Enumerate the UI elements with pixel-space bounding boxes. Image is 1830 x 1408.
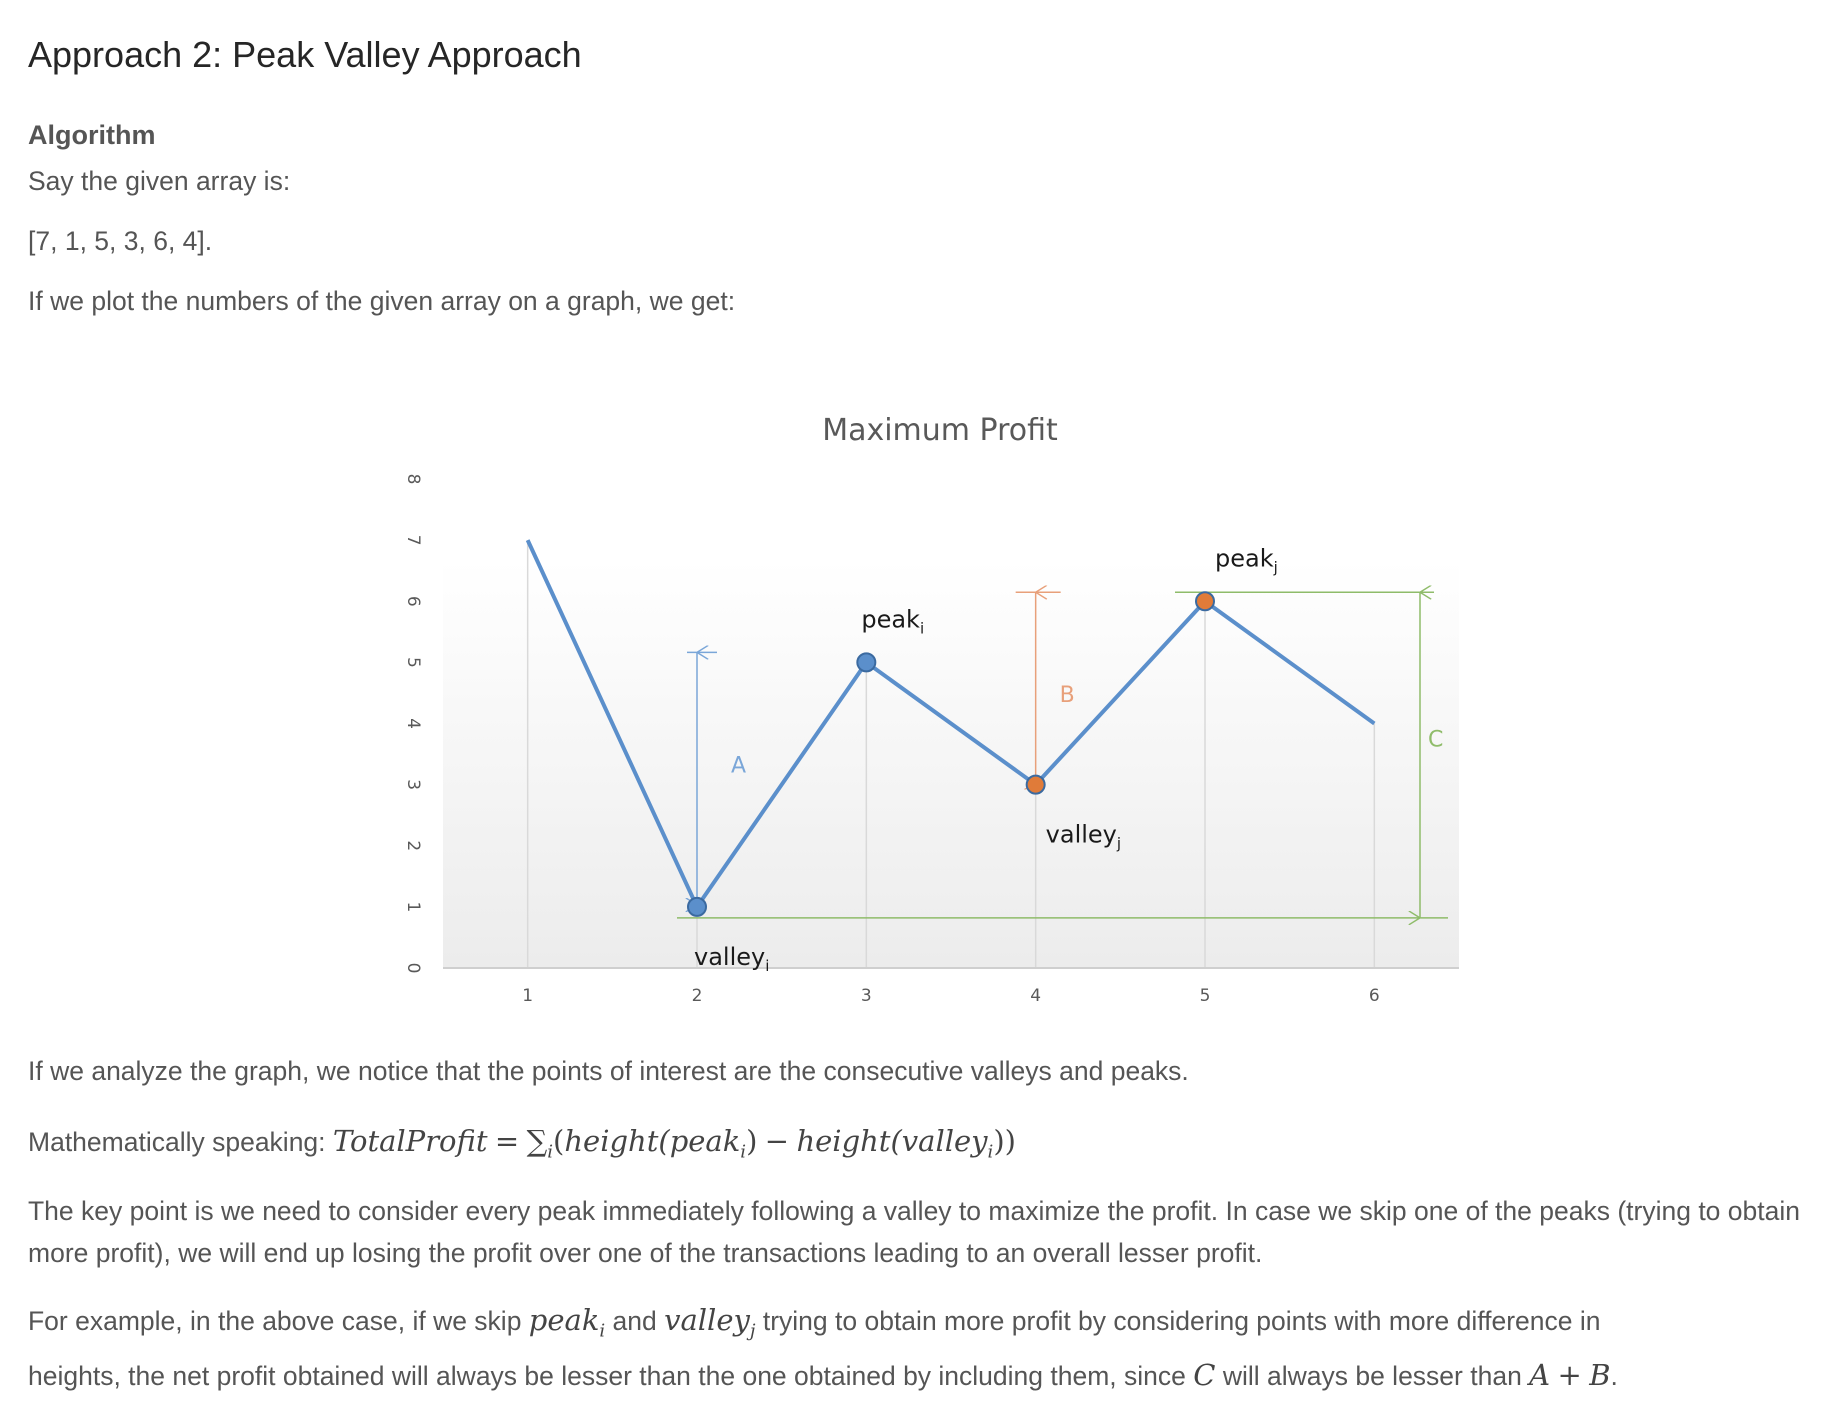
y-tick-label: 1: [403, 901, 423, 912]
y-tick-label: 8: [403, 474, 423, 485]
annotations: A B C: [677, 592, 1448, 918]
y-tick-label: 2: [403, 840, 423, 851]
x-tick-label: 5: [1200, 986, 1211, 1006]
x-tick-label: 3: [861, 986, 872, 1006]
paragraph-plot: If we plot the numbers of the given arra…: [28, 286, 736, 316]
marker-label-text: peak: [1215, 544, 1274, 572]
marker-label-sub: j: [1273, 558, 1278, 576]
marker-label-text: peak: [861, 605, 920, 633]
marker-valley-i: [687, 896, 707, 917]
series-polyline: [525, 539, 1376, 909]
marker-label-sub: i: [765, 957, 769, 975]
marker-valley-j: [1025, 774, 1046, 795]
y-tick-label: 6: [403, 596, 423, 607]
a-label: A: [731, 753, 746, 778]
marker-label-sub: i: [920, 619, 924, 637]
marker-label-text: valley: [694, 943, 765, 971]
page-title: Approach 2: Peak Valley Approach: [28, 34, 582, 75]
section-heading: Algorithm: [28, 120, 156, 150]
ticks: 1 2 3 4 5 6 0 1 2 3 4 5 6 7 8: [403, 474, 1380, 1006]
marker-label-text: valley: [1046, 821, 1117, 849]
y-tick-label: 0: [403, 963, 423, 974]
marker-peak-i: [856, 652, 877, 673]
paragraph-intro: Say the given array is:: [28, 166, 291, 196]
c-label: C: [1428, 728, 1443, 753]
x-tick-label: 6: [1369, 986, 1380, 1006]
y-tick-label: 7: [403, 535, 423, 546]
gridlines: [443, 540, 1459, 969]
marker-label-peak-i: peaki: [861, 605, 924, 637]
x-tick-label: 1: [522, 986, 533, 1006]
y-tick-label: 4: [403, 718, 423, 729]
y-tick-label: 5: [403, 657, 423, 668]
b-label: B: [1060, 683, 1075, 708]
paragraph-array: [7, 1, 5, 3, 6, 4].: [28, 226, 213, 256]
x-tick-label: 4: [1030, 986, 1041, 1006]
series-line: [525, 539, 1376, 909]
x-tick-label: 2: [692, 986, 703, 1006]
marker-label-valley-i: valleyi: [694, 943, 769, 975]
marker-label-sub: j: [1116, 835, 1121, 853]
chart-title: Maximum Profit: [822, 413, 1058, 448]
marker-peak-j: [1195, 591, 1215, 612]
marker-label-peak-j: peakj: [1215, 544, 1278, 576]
plot-background: [443, 560, 1459, 968]
y-tick-label: 3: [403, 779, 423, 790]
marker-label-valley-j: valleyj: [1046, 821, 1121, 853]
